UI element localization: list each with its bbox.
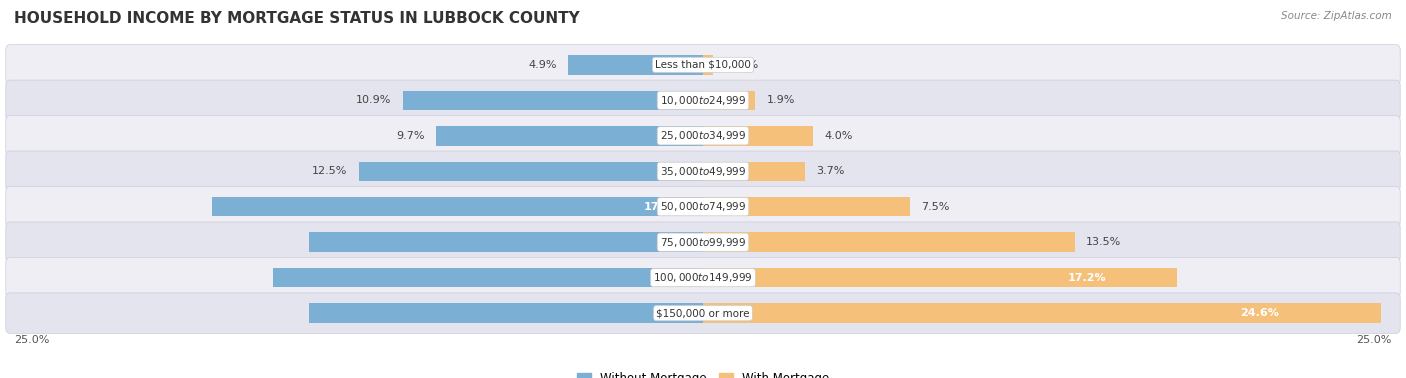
Text: $10,000 to $24,999: $10,000 to $24,999 [659,94,747,107]
Bar [309,232,703,252]
Bar [402,91,703,110]
FancyBboxPatch shape [6,45,1400,85]
Text: 10.9%: 10.9% [356,95,392,105]
Legend: Without Mortgage, With Mortgage: Without Mortgage, With Mortgage [572,367,834,378]
Text: $35,000 to $49,999: $35,000 to $49,999 [659,165,747,178]
Bar [359,161,703,181]
Text: 9.7%: 9.7% [396,131,425,141]
Text: 3.7%: 3.7% [815,166,845,176]
Text: 4.0%: 4.0% [824,131,852,141]
Text: 7.5%: 7.5% [921,202,949,212]
Text: $50,000 to $74,999: $50,000 to $74,999 [659,200,747,213]
FancyBboxPatch shape [6,116,1400,156]
FancyBboxPatch shape [6,151,1400,192]
Text: 25.0%: 25.0% [1357,335,1392,345]
Bar [703,91,755,110]
Text: $25,000 to $34,999: $25,000 to $34,999 [659,129,747,142]
Text: Less than $10,000: Less than $10,000 [655,60,751,70]
Text: $100,000 to $149,999: $100,000 to $149,999 [654,271,752,284]
Text: Source: ZipAtlas.com: Source: ZipAtlas.com [1281,11,1392,21]
Bar [436,126,703,146]
Bar [703,232,1076,252]
Text: 1.9%: 1.9% [766,95,794,105]
Bar [309,304,703,323]
Bar [703,268,1177,287]
FancyBboxPatch shape [6,257,1400,298]
Bar [703,161,806,181]
Text: 4.9%: 4.9% [529,60,557,70]
Text: $150,000 or more: $150,000 or more [657,308,749,318]
FancyBboxPatch shape [6,80,1400,121]
Text: 17.8%: 17.8% [644,202,683,212]
Bar [703,55,713,74]
Text: 13.5%: 13.5% [1085,237,1122,247]
FancyBboxPatch shape [6,186,1400,227]
Text: 12.5%: 12.5% [312,166,347,176]
Bar [703,197,910,217]
FancyBboxPatch shape [6,293,1400,333]
Text: 0.35%: 0.35% [724,60,759,70]
Text: 25.0%: 25.0% [14,335,49,345]
FancyBboxPatch shape [6,222,1400,262]
Bar [703,304,1381,323]
Text: 17.2%: 17.2% [1067,273,1107,283]
Bar [212,197,703,217]
Text: 14.3%: 14.3% [655,308,695,318]
Bar [273,268,703,287]
Bar [568,55,703,74]
Text: 24.6%: 24.6% [1240,308,1279,318]
Text: 14.3%: 14.3% [655,237,695,247]
Text: HOUSEHOLD INCOME BY MORTGAGE STATUS IN LUBBOCK COUNTY: HOUSEHOLD INCOME BY MORTGAGE STATUS IN L… [14,11,579,26]
Bar [703,126,813,146]
Text: $75,000 to $99,999: $75,000 to $99,999 [659,236,747,249]
Text: 15.6%: 15.6% [651,273,690,283]
